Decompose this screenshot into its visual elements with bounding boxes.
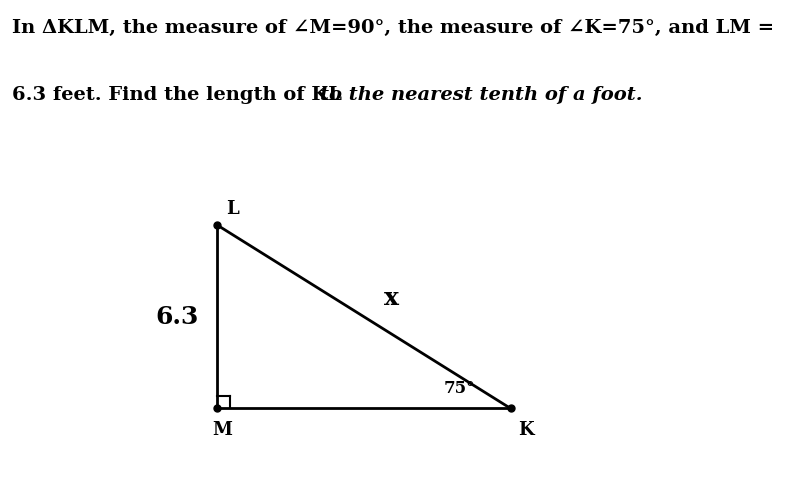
Text: M: M bbox=[212, 421, 232, 439]
Text: to the nearest tenth of a foot.: to the nearest tenth of a foot. bbox=[320, 86, 642, 105]
Text: 6.3: 6.3 bbox=[155, 305, 198, 329]
Text: In ΔKLM, the measure of ∠M=90°, the measure of ∠K=75°, and LM =: In ΔKLM, the measure of ∠M=90°, the meas… bbox=[12, 19, 774, 37]
Text: 6.3 feet. Find the length of KL: 6.3 feet. Find the length of KL bbox=[12, 86, 349, 105]
Text: K: K bbox=[518, 421, 534, 439]
Text: L: L bbox=[226, 200, 239, 218]
Text: 75°: 75° bbox=[443, 381, 475, 397]
Text: x: x bbox=[384, 287, 399, 311]
